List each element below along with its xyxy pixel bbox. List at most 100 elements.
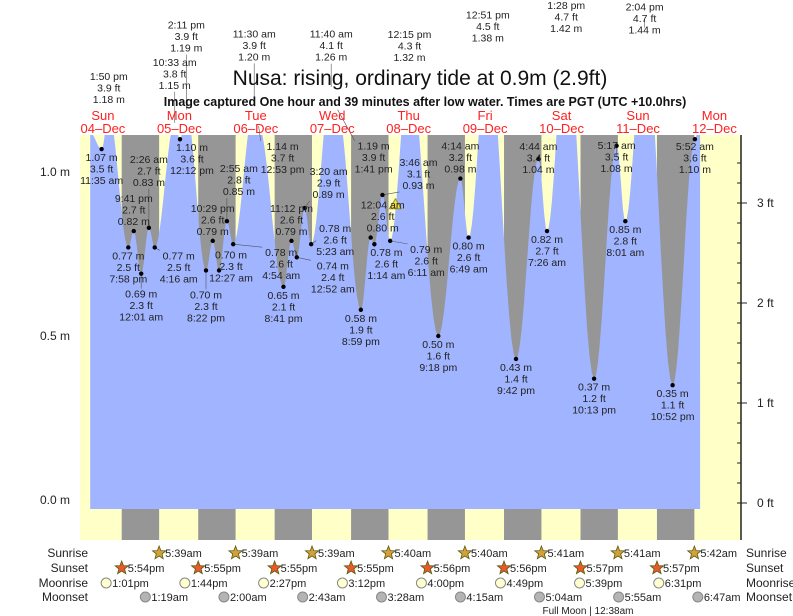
tide-height-ft: 2.6 ft	[375, 259, 398, 271]
high-tide-label: 2:11 pm3.9 ft1.19 m	[168, 20, 205, 55]
high-tide-label: 10:29 pm2.6 ft0.79 m	[191, 203, 235, 238]
tide-point	[302, 205, 307, 211]
tide-time: 10:13 pm	[572, 405, 616, 417]
sunrise-icon	[610, 544, 626, 560]
tide-height-m: 1.07 m	[86, 152, 118, 164]
sunset-icon	[343, 559, 359, 575]
tide-point	[466, 235, 471, 240]
tide-time: 6:49 am	[450, 264, 488, 276]
tide-height-m: 0.50 m	[422, 339, 454, 351]
tide-point	[210, 238, 215, 244]
tide-time: 11:30 am	[233, 28, 276, 40]
tide-height-m: 0.93 m	[402, 180, 434, 192]
tide-time: 6:11 am	[408, 267, 445, 279]
sunrise-icon	[151, 544, 167, 560]
tide-time: 1:50 pm	[90, 71, 128, 83]
tide-point	[131, 228, 136, 234]
tide-time: 10:33 am	[153, 57, 197, 69]
tide-time: 8:01 am	[606, 247, 644, 259]
tide-time: 7:58 pm	[109, 273, 147, 285]
tide-time: 2:11 pm	[168, 20, 205, 32]
tide-height-m: 0.85 m	[609, 224, 641, 236]
tide-point	[670, 383, 675, 388]
moonrise-icon	[179, 577, 191, 589]
tide-point	[358, 307, 364, 312]
moonrise-time: 1:44pm	[191, 578, 228, 590]
tide-height-ft: 4.1 ft	[320, 40, 343, 52]
tide-height-ft: 2.3 ft	[130, 300, 153, 312]
tide-height-m: 0.69 m	[125, 289, 157, 301]
day-label-date: 12–Dec	[692, 121, 737, 136]
low-tide-label: 0.79 m2.6 ft6:11 am	[408, 244, 445, 279]
tide-time: 8:59 pm	[342, 336, 380, 348]
tide-point	[152, 245, 157, 250]
sunset-time: 5:55pm	[204, 563, 241, 575]
tide-point	[591, 376, 597, 381]
tide-height-ft: 2.7 ft	[122, 205, 145, 217]
moonset-time: 1:19am	[151, 592, 188, 604]
row-label-right: Moonrise	[746, 576, 793, 590]
tide-height-ft: 2.9 ft	[317, 178, 340, 190]
moonrise-time: 5:39pm	[586, 578, 623, 590]
sunset-icon	[496, 559, 512, 575]
high-tide-label: 3:46 am3.1 ft0.93 m	[400, 157, 438, 192]
tide-point	[177, 137, 183, 142]
low-tide-label: 0.50 m1.6 ft9:18 pm	[419, 339, 457, 374]
high-tide-label: 9:41 pm2.7 ft0.82 m	[115, 193, 153, 228]
tide-point	[126, 245, 131, 250]
tide-point	[224, 219, 230, 224]
low-tide-label: 0.78 m2.6 ft5:23 am	[316, 223, 354, 258]
tide-height-ft: 1.2 ft	[582, 393, 605, 405]
tide-time: 11:12 pm	[270, 203, 313, 215]
tide-height-ft: 2.4 ft	[321, 272, 344, 284]
tide-point	[614, 143, 619, 148]
moonrise-time: 4:49pm	[506, 578, 543, 590]
label-leader-lines	[140, 19, 696, 290]
tide-height-ft: 3.9 ft	[362, 152, 385, 164]
tide-time: 12:04 am	[361, 200, 405, 212]
tide-height-m: 0.37 m	[578, 382, 610, 394]
chart-subtitle: Image captured One hour and 39 minutes a…	[164, 95, 687, 109]
high-tide-label: 11:12 pm2.6 ft0.79 m	[270, 203, 313, 238]
tide-time: 2:26 am	[130, 154, 168, 166]
tide-height-m: 0.79 m	[410, 244, 442, 256]
row-label-left: Sunset	[51, 561, 89, 575]
sunset-icon	[190, 559, 206, 575]
sunset-time: 5:56pm	[510, 563, 547, 575]
tide-height-ft: 2.6 ft	[280, 214, 303, 226]
day-label-weekday: Tue	[245, 108, 267, 123]
current-tide-marker-icon	[388, 197, 403, 210]
tide-time: 9:42 pm	[497, 385, 535, 397]
tide-height-ft: 2.6 ft	[324, 235, 347, 247]
sunrise-time: 5:40am	[471, 548, 508, 560]
low-tide-label: 0.65 m2.1 ft8:41 pm	[265, 290, 303, 325]
sunset-icon	[572, 559, 589, 575]
tide-time: 1:14 am	[367, 270, 405, 282]
high-tide-label: 11:30 am3.9 ft1.20 m	[233, 28, 276, 63]
tide-height-ft: 2.5 ft	[167, 262, 190, 274]
tide-height-ft: 3.7 ft	[271, 153, 294, 165]
tide-height-m: 1.19 m	[170, 43, 202, 55]
moonset-icon	[297, 591, 309, 603]
moonset-time: 6:47am	[704, 592, 741, 604]
tide-time: 4:44 am	[519, 141, 557, 153]
tide-time: 4:14 am	[441, 141, 479, 153]
low-tide-label: 0.82 m2.7 ft7:26 am	[528, 234, 566, 269]
tide-height-m: 0.79 m	[275, 226, 307, 238]
moonset-icon	[533, 591, 545, 603]
right-axis-tick-label: 2 ft	[757, 296, 774, 310]
sunrise-icon	[304, 544, 320, 560]
tide-height-ft: 2.7 ft	[535, 246, 558, 258]
moon-phase-label: Full Moon | 12:38am	[543, 606, 634, 616]
high-tide-label: 12:51 pm4.5 ft1.38 m	[466, 9, 510, 44]
day-label-weekday: Sun	[91, 108, 114, 123]
tide-time: 3:46 am	[400, 157, 438, 169]
tide-time: 12:12 pm	[170, 165, 214, 177]
tide-time: 8:22 pm	[187, 312, 225, 324]
tide-height-m: 1.20 m	[238, 51, 270, 63]
moonrise-icon	[494, 577, 506, 589]
